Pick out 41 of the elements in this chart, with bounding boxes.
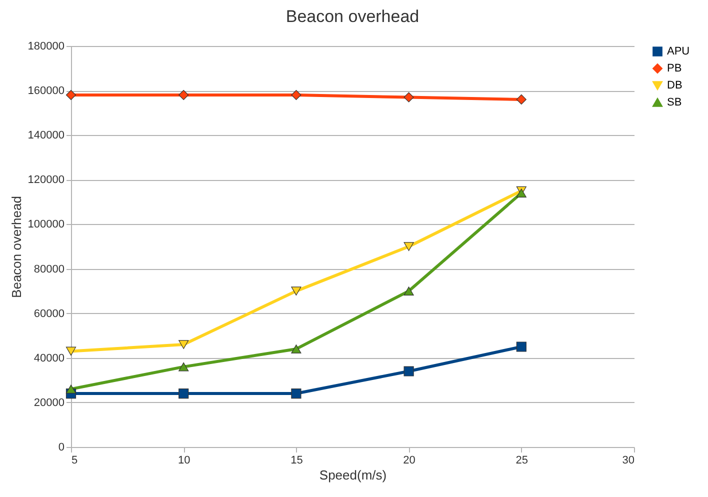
point <box>291 90 302 100</box>
point <box>66 90 76 100</box>
point <box>516 188 526 198</box>
point <box>291 344 302 354</box>
point <box>178 340 189 349</box>
point <box>404 242 414 251</box>
y-axis-title: Beacon overhead <box>8 196 24 298</box>
x-tick-label: 10 <box>178 454 190 466</box>
point <box>178 90 189 100</box>
point <box>516 342 526 352</box>
x-tick-label: 30 <box>622 454 634 466</box>
x-axis-title: Speed(m/s) <box>319 468 387 482</box>
point <box>66 384 76 394</box>
y-tick-label: 180000 <box>28 40 64 52</box>
point <box>404 286 414 296</box>
x-tick-label: 25 <box>516 454 528 466</box>
y-tick-label: 140000 <box>28 130 64 142</box>
y-tick-label: 120000 <box>28 174 64 186</box>
point <box>516 94 526 105</box>
chart-title: Beacon overhead <box>286 7 420 26</box>
point <box>178 388 189 399</box>
legend-label: SB <box>667 96 682 108</box>
y-tick-label: 160000 <box>28 85 64 98</box>
y-tick-label: 20000 <box>34 396 64 409</box>
y-tick-label: 40000 <box>34 352 64 364</box>
point <box>291 388 302 399</box>
point <box>291 286 302 296</box>
y-tick-label: 80000 <box>34 263 64 276</box>
y-tick-label: 100000 <box>28 218 64 231</box>
point <box>404 92 414 102</box>
x-tick-label: 5 <box>72 454 78 466</box>
point <box>66 346 76 356</box>
y-tick-label: 0 <box>58 442 64 454</box>
y-tick-label: 60000 <box>34 308 64 320</box>
legend-label: APU <box>667 46 690 58</box>
x-tick-label: 15 <box>290 454 303 466</box>
legend-label: DB <box>667 80 682 92</box>
point <box>404 366 414 376</box>
legend-label: PB <box>667 62 682 74</box>
x-tick-label: 20 <box>403 454 416 466</box>
point <box>178 362 189 372</box>
